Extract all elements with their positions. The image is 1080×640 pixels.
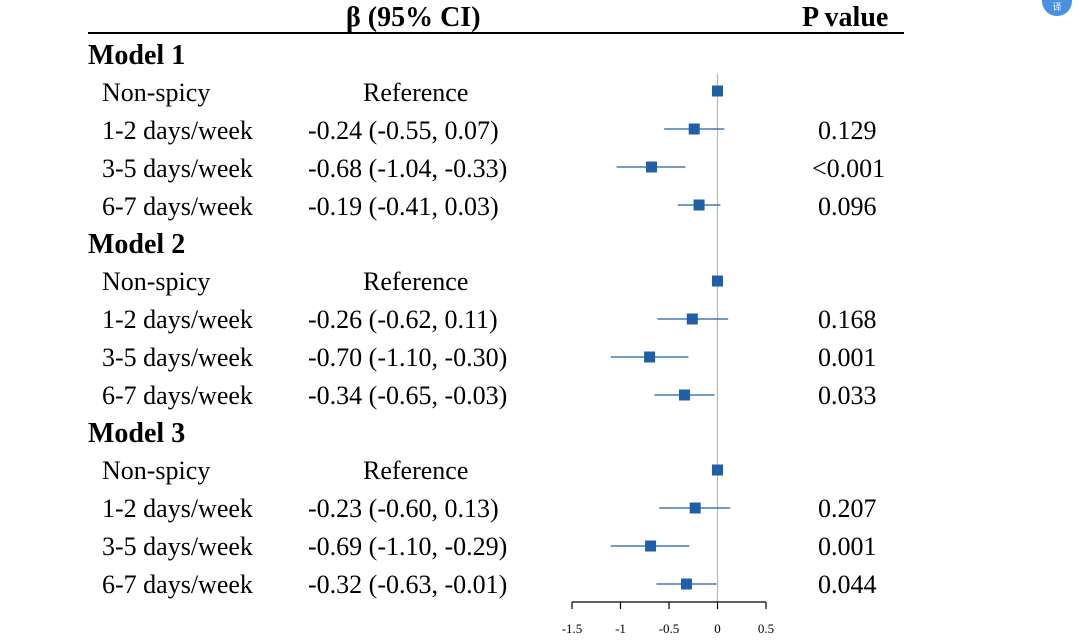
ci-text: Reference (363, 456, 469, 485)
row-label: 3-5 days/week (102, 343, 253, 372)
x-tick-label: 0.5 (758, 621, 774, 636)
ci-text: Reference (363, 267, 469, 296)
row-label: Non-spicy (102, 267, 211, 296)
ci-text: -0.68 (-1.04, -0.33) (308, 154, 508, 183)
p-value: 0.044 (818, 570, 877, 599)
p-value: 0.168 (818, 305, 877, 334)
estimate-marker (712, 85, 723, 97)
model-3-title: Model 3 (88, 418, 186, 449)
estimate-marker (679, 389, 691, 401)
model-2-title: Model 2 (88, 229, 186, 260)
ci-column-header: β (95% CI) (346, 2, 481, 33)
estimate-marker (689, 502, 701, 514)
ci-text: -0.70 (-1.10, -0.30) (308, 343, 508, 372)
estimate-marker (646, 161, 658, 173)
ci-text: -0.19 (-0.41, 0.03) (308, 192, 499, 221)
ci-text: -0.69 (-1.10, -0.29) (308, 532, 508, 561)
p-value: 0.001 (818, 532, 877, 561)
p-value: 0.033 (818, 381, 877, 410)
p-value: 0.096 (818, 192, 877, 221)
ci-text: -0.34 (-0.65, -0.03) (308, 381, 508, 410)
estimate-marker (644, 351, 656, 363)
p-value: 0.129 (818, 116, 877, 145)
row-label: 1-2 days/week (102, 494, 253, 523)
row-label: 3-5 days/week (102, 532, 253, 561)
ci-text: Reference (363, 78, 469, 107)
row-label: 6-7 days/week (102, 192, 253, 221)
x-tick-label: -1 (615, 621, 626, 636)
row-label: 6-7 days/week (102, 570, 253, 599)
row-label: 3-5 days/week (102, 154, 253, 183)
x-tick-label: 0 (714, 621, 721, 636)
model-1-title: Model 1 (88, 40, 186, 71)
ci-text: -0.23 (-0.60, 0.13) (308, 494, 499, 523)
estimate-marker (712, 464, 723, 476)
row-label: Non-spicy (102, 456, 211, 485)
row-label: 1-2 days/week (102, 305, 253, 334)
p-value: 0.207 (818, 494, 877, 523)
estimate-marker (645, 540, 657, 552)
x-tick-label: -1.5 (562, 621, 583, 636)
header-rule (88, 32, 904, 34)
p-value-column-header: P value (802, 2, 889, 33)
estimate-marker (686, 313, 698, 325)
row-label: 1-2 days/week (102, 116, 253, 145)
row-label: 6-7 days/week (102, 381, 253, 410)
estimate-marker (712, 275, 723, 287)
estimate-marker (688, 123, 700, 135)
ci-text: -0.32 (-0.63, -0.01) (308, 570, 508, 599)
translate-icon[interactable]: 译 (1042, 0, 1072, 16)
estimate-marker (693, 199, 705, 211)
estimate-marker (680, 578, 692, 590)
ci-text: -0.26 (-0.62, 0.11) (308, 305, 498, 334)
p-value: <0.001 (812, 154, 886, 183)
ci-text: -0.24 (-0.55, 0.07) (308, 116, 499, 145)
p-value: 0.001 (818, 343, 877, 372)
row-label: Non-spicy (102, 78, 211, 107)
x-tick-label: -0.5 (659, 621, 680, 636)
